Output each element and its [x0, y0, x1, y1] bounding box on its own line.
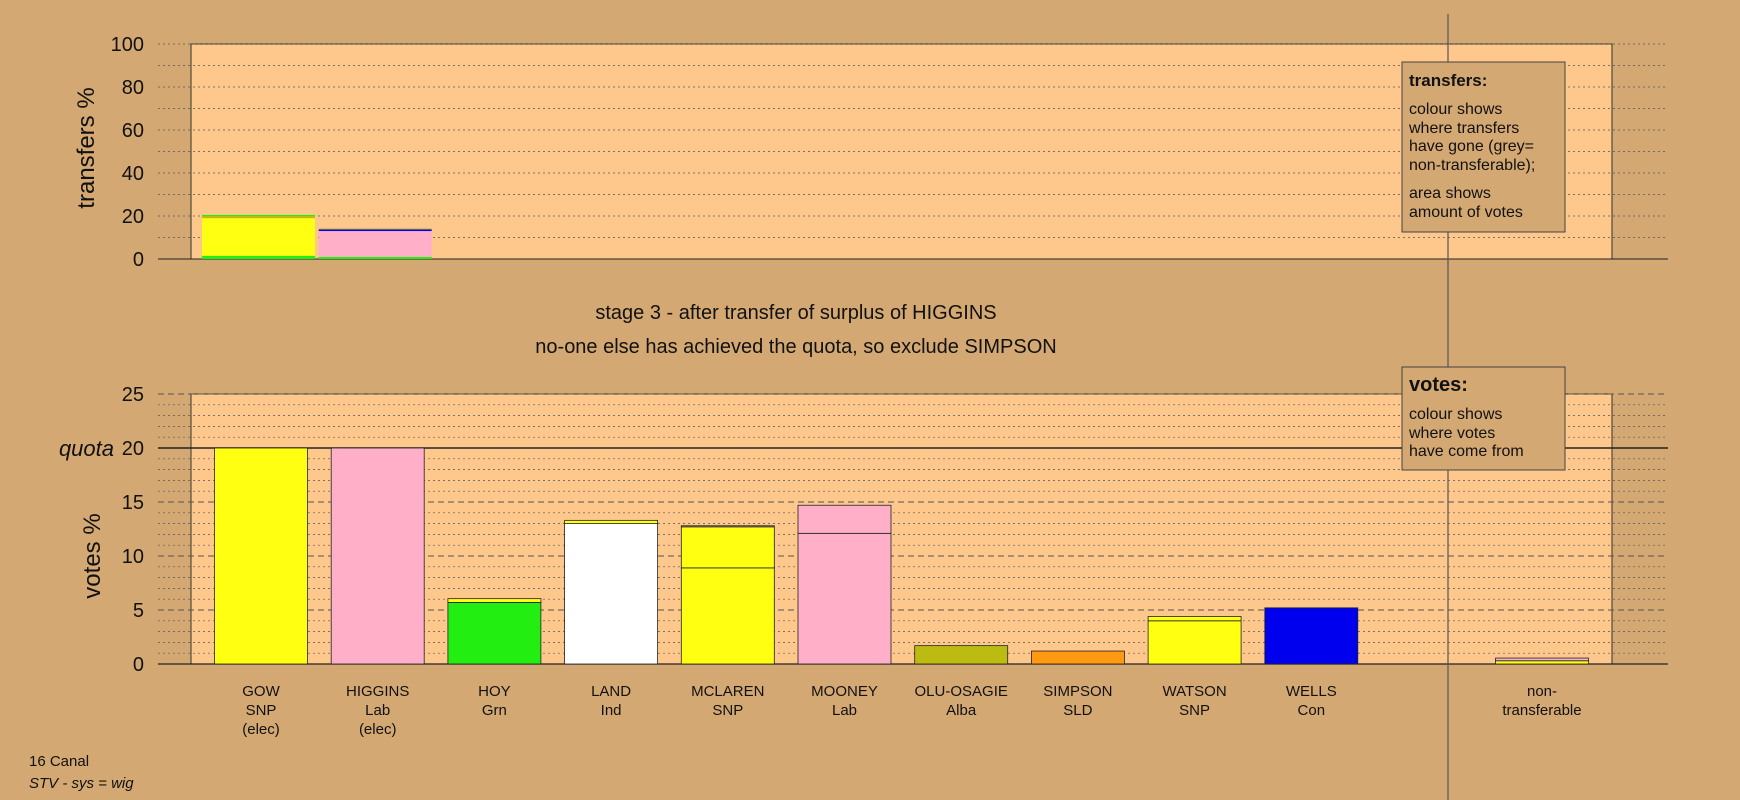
transfers-legend: transfers: colour shows where transfers …: [1401, 61, 1566, 233]
transfers-legend-line: where transfers: [1408, 120, 1519, 137]
votes-bar-segment: [680, 525, 775, 528]
transfers-tick-label: 60: [122, 120, 144, 142]
votes-bar-segment: [680, 526, 775, 569]
transfers-legend-box: [1401, 61, 1566, 233]
votes-legend-box: [1401, 366, 1566, 471]
transfers-bar-segment: [318, 229, 432, 232]
votes-bar-segment: [1264, 607, 1359, 665]
votes-bar-segment: [680, 567, 775, 665]
candidate-party: Alba: [946, 702, 977, 719]
votes-bar-segment: [447, 602, 542, 665]
transfers-y-ticks: 0 20 40 60 80 100: [111, 34, 144, 271]
votes-legend-line: colour shows: [1409, 406, 1502, 423]
votes-axis-label: votes %: [79, 513, 106, 598]
candidate-party: SNP: [246, 702, 277, 719]
candidate-name: MCLAREN: [691, 683, 764, 700]
transfers-bar-segment: [202, 216, 315, 219]
transfers-tick-label: 0: [133, 249, 144, 271]
candidate-name: WELLS: [1286, 683, 1337, 700]
transfers-axis-label: transfers %: [73, 87, 100, 208]
votes-legend-line: have come from: [1409, 443, 1524, 460]
transfers-plot-area: [190, 43, 1613, 260]
nontransferable-label: non-: [1527, 683, 1557, 700]
votes-bar-segment: [1147, 616, 1242, 622]
candidate-name: OLU-OSAGIE: [915, 683, 1008, 700]
nontransferable-label: transferable: [1502, 702, 1581, 719]
transfers-tick-label: 80: [122, 77, 144, 99]
candidate-name: GOW: [242, 683, 280, 700]
nontransferable-bar-segment: [1495, 657, 1589, 662]
transfers-tick-label: 100: [111, 34, 144, 56]
candidate-name: SIMPSON: [1043, 683, 1112, 700]
candidate-name: HIGGINS: [346, 683, 409, 700]
votes-tick-label: 5: [133, 600, 144, 622]
votes-bar-segment: [447, 598, 542, 603]
votes-tick-label: 20: [122, 438, 144, 460]
transfers-bar-segment: [202, 255, 315, 259]
votes-bar-segment: [564, 519, 658, 524]
nontransferable-bar-segment: [1495, 660, 1589, 665]
votes-bar-segment: [797, 532, 892, 665]
transfers-bar-segment: [318, 231, 432, 257]
candidate-party: Con: [1298, 702, 1326, 719]
candidate-status: (elec): [359, 721, 397, 738]
votes-bar-segment: [564, 523, 658, 665]
transfers-legend-title: transfers:: [1409, 71, 1487, 90]
transfers-bar-segment: [318, 228, 432, 230]
candidate-party: SNP: [712, 702, 743, 719]
votes-tick-label: 15: [122, 492, 144, 514]
candidate-party: Lab: [832, 702, 857, 719]
transfers-legend-line: amount of votes: [1409, 204, 1523, 221]
votes-bars: [214, 447, 1589, 665]
candidate-party: Ind: [601, 702, 622, 719]
votes-bar-segment: [914, 645, 1009, 665]
candidate-party: SNP: [1179, 702, 1210, 719]
transfers-bar-segment: [318, 256, 432, 259]
candidate-party: SLD: [1063, 702, 1092, 719]
candidate-party: Grn: [482, 702, 507, 719]
votes-bar-segment: [330, 447, 425, 665]
votes-bar-segment: [1147, 620, 1242, 665]
votes-y-ticks: 0 5 10 15 20 25 quota: [59, 384, 144, 676]
candidate-party: Lab: [365, 702, 390, 719]
candidate-name: HOY: [478, 683, 511, 700]
transfers-tick-label: 40: [122, 163, 144, 185]
candidate-name: MOONEY: [811, 683, 878, 700]
transfers-tick-label: 20: [122, 206, 144, 228]
votes-bar-segment: [1031, 650, 1125, 665]
quota-label: quota: [59, 436, 114, 461]
ward-name: 16 Canal: [29, 753, 89, 770]
votes-legend-line: where votes: [1408, 425, 1495, 442]
votes-tick-label: 0: [133, 654, 144, 676]
votes-bar-segment: [214, 447, 308, 665]
transfers-bar-segment: [202, 214, 315, 216]
votes-bar-segment: [797, 504, 892, 534]
candidate-name: WATSON: [1163, 683, 1227, 700]
votes-legend: votes: colour shows where votes have com…: [1401, 366, 1566, 471]
transfers-legend-line: area shows: [1409, 185, 1491, 202]
votes-tick-label: 25: [122, 384, 144, 406]
transfers-bars: [202, 214, 432, 259]
stage-caption: stage 3 - after transfer of surplus of H…: [595, 302, 996, 324]
candidate-status: (elec): [242, 721, 280, 738]
counting-system: STV - sys = wig: [29, 775, 134, 792]
transfers-legend-line: colour shows: [1409, 101, 1502, 118]
stage-decision: no-one else has achieved the quota, so e…: [535, 336, 1056, 358]
transfers-bar-segment: [202, 218, 315, 256]
votes-tick-label: 10: [122, 546, 144, 568]
transfers-legend-line: have gone (grey=: [1409, 138, 1534, 155]
candidate-name: LAND: [591, 683, 631, 700]
votes-legend-title: votes:: [1409, 374, 1468, 396]
transfers-legend-line: non-transferable);: [1409, 157, 1535, 174]
candidate-labels: GOW SNP (elec) HIGGINS Lab (elec) HOY Grn LAND In…: [242, 683, 1581, 738]
